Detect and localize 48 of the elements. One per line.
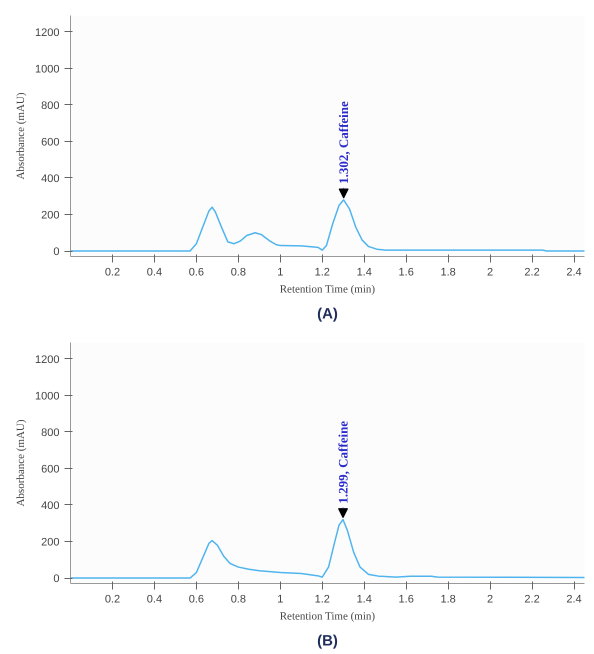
x-tick-label: 1.4 (356, 266, 372, 278)
x-tick-label: 1.6 (398, 266, 414, 278)
x-tick-label: 2 (487, 266, 494, 278)
x-tick-label: 1.6 (398, 594, 414, 606)
x-tick-label: 0.6 (188, 594, 204, 606)
y-tick-label: 800 (41, 426, 60, 439)
y-tick-label: 1000 (35, 63, 60, 76)
x-tick-label: 2.2 (524, 594, 540, 606)
x-tick-label: 1.8 (440, 594, 456, 606)
y-tick-label: 1200 (35, 354, 60, 366)
x-tick-label: 0.2 (104, 266, 120, 278)
y-axis-title: Absorbance (mAU) (15, 419, 28, 507)
x-tick-label: 0.2 (104, 594, 120, 606)
y-tick-label: 1200 (35, 26, 60, 39)
x-tick-label: 1.4 (356, 594, 372, 606)
x-tick-label: 2 (487, 594, 494, 606)
line-series (70, 199, 584, 252)
y-tick-label: 400 (41, 500, 60, 512)
x-tick-label: 0.4 (146, 266, 162, 278)
y-tick-label: 0 (53, 246, 60, 258)
annotation: 1.302, Caffeine (336, 100, 352, 184)
x-tick-label: 0.8 (230, 266, 246, 278)
x-tick-label: 2.4 (566, 594, 582, 606)
x-tick-label: 1.8 (440, 266, 456, 278)
x-tick-label: 2.4 (566, 266, 582, 278)
x-tick-label: 1.2 (314, 594, 330, 606)
x-tick-label: 0.4 (146, 594, 162, 606)
x-tick-label: 1 (277, 266, 284, 278)
y-tick-label: 200 (41, 210, 60, 222)
y-tick-label: 0 (53, 573, 60, 586)
y-tick-label: 200 (41, 536, 60, 549)
y-tick-label: 600 (41, 463, 60, 476)
text: (A) (317, 306, 338, 322)
annotation: 1.299, Caffeine (336, 420, 351, 504)
x-tick-label: 1.2 (314, 266, 330, 278)
x-axis-title: Retention Time (min) (280, 610, 376, 622)
y-axis-title: Absorbance (mAU) (15, 92, 28, 180)
x-tick-label: 0.8 (230, 594, 246, 606)
line-series (70, 518, 584, 579)
x-tick-label: 0.6 (188, 266, 204, 278)
x-tick-label: 2.2 (524, 266, 540, 278)
x-axis-title: Retention Time (min) (280, 284, 376, 296)
x-tick-label: 1 (277, 594, 284, 606)
text: (B) (317, 632, 338, 650)
y-tick-label: 600 (41, 136, 60, 148)
y-tick-label: 1000 (35, 390, 60, 402)
y-tick-label: 400 (41, 172, 60, 185)
y-tick-label: 800 (41, 100, 60, 112)
